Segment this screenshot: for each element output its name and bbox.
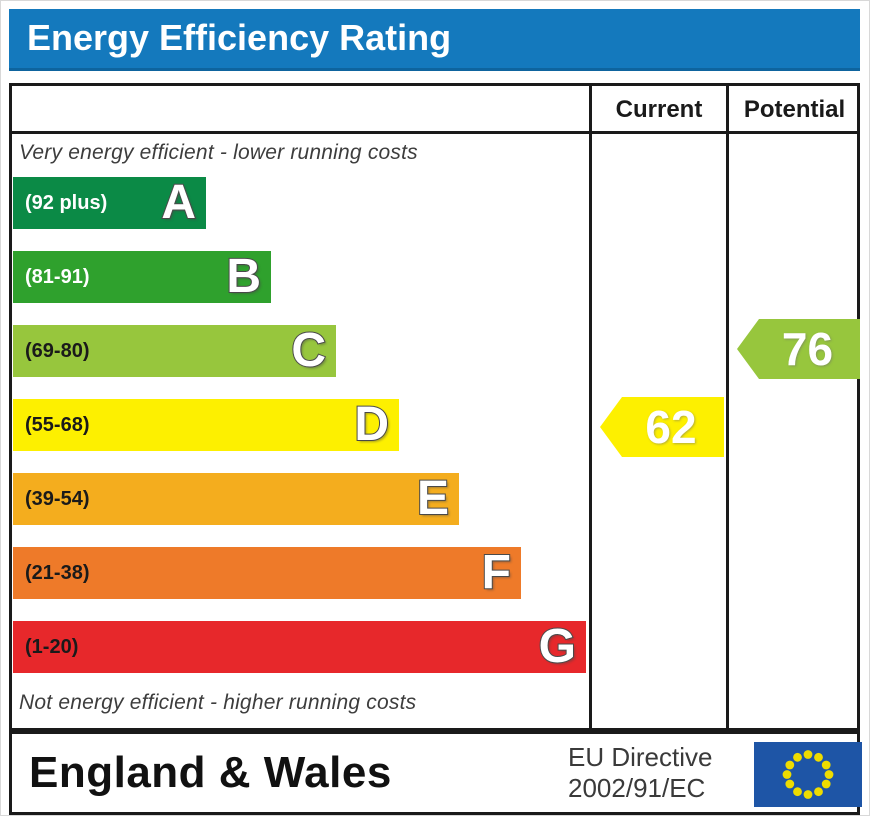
band-f-bar: (21-38) F <box>13 546 521 600</box>
band-e-bar: (39-54) E <box>13 472 459 526</box>
footer: England & Wales EU Directive 2002/91/EC <box>9 731 862 815</box>
band-a-range: (92 plus) <box>25 191 108 214</box>
band-g: (1-20) G <box>13 620 586 674</box>
band-f-range: (21-38) <box>25 561 90 584</box>
band-g-bar: (1-20) G <box>13 620 586 674</box>
region-label: England & Wales <box>29 748 392 797</box>
band-a: (92 plus) A <box>13 176 206 230</box>
band-g-letter: G <box>538 620 577 674</box>
band-g-range: (1-20) <box>25 635 79 658</box>
band-d-range: (55-68) <box>25 413 90 436</box>
band-b-bar: (81-91) B <box>13 250 271 304</box>
column-divider-current <box>589 83 592 731</box>
band-e: (39-54) E <box>13 472 459 526</box>
band-a-letter: A <box>160 176 197 230</box>
eu-directive-line1: EU Directive <box>568 742 713 772</box>
band-e-range: (39-54) <box>25 487 90 510</box>
band-c-range: (69-80) <box>25 339 90 362</box>
band-d: (55-68) D <box>13 398 399 452</box>
column-divider-potential <box>726 83 729 731</box>
rating-table-border <box>9 83 860 731</box>
bottom-caption: Not energy efficient - higher running co… <box>19 691 417 714</box>
band-b-letter: B <box>225 250 262 304</box>
eu-flag <box>754 742 862 807</box>
band-b-range: (81-91) <box>25 265 90 288</box>
top-caption: Very energy efficient - lower running co… <box>19 141 418 164</box>
current-rating-value: 62 <box>645 401 697 453</box>
band-c: (69-80) C <box>13 324 336 378</box>
band-f-letter: F <box>481 546 512 600</box>
page-title: Energy Efficiency Rating <box>27 17 452 58</box>
title-bar: Energy Efficiency Rating <box>9 9 860 71</box>
band-c-letter: C <box>290 324 327 378</box>
current-column-header: Current <box>615 96 703 123</box>
band-e-letter: E <box>416 472 450 526</box>
current-rating-arrow: 62 <box>600 397 724 457</box>
potential-rating-value: 76 <box>781 323 834 375</box>
eu-directive-line2: 2002/91/EC <box>568 773 706 803</box>
potential-rating-arrow: 76 <box>737 319 860 379</box>
band-d-bar: (55-68) D <box>13 398 399 452</box>
band-c-bar: (69-80) C <box>13 324 336 378</box>
band-d-letter: D <box>353 398 390 452</box>
band-f: (21-38) F <box>13 546 521 600</box>
header-row-divider <box>9 131 860 134</box>
potential-column-header: Potential <box>743 96 846 123</box>
band-a-bar: (92 plus) A <box>13 176 206 230</box>
eu-directive-label: EU Directive 2002/91/EC <box>568 742 712 804</box>
band-b: (81-91) B <box>13 250 271 304</box>
